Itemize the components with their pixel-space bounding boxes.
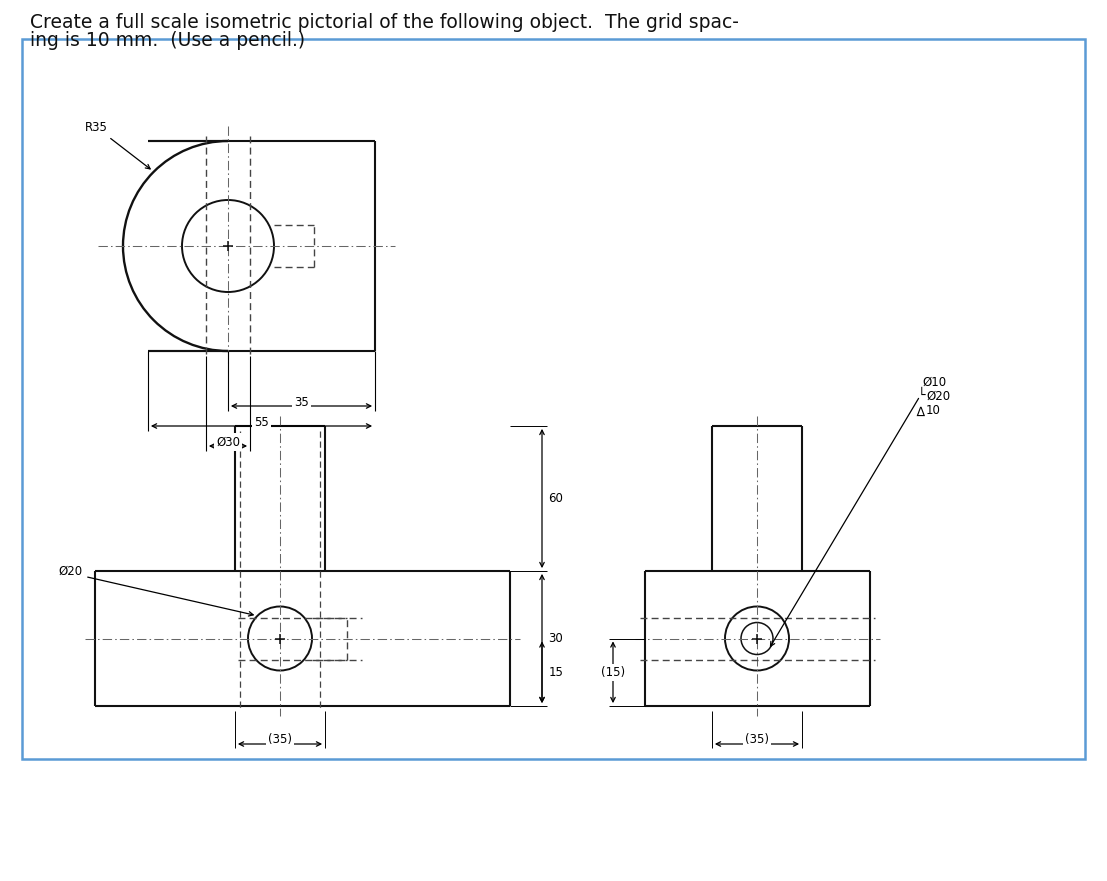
Text: Ø10: Ø10 (922, 375, 946, 389)
Text: (15): (15) (601, 666, 625, 678)
Text: 60: 60 (549, 492, 563, 505)
Text: Ø20: Ø20 (59, 565, 83, 578)
Text: └: └ (918, 389, 925, 402)
Text: 15: 15 (549, 666, 563, 678)
Text: Create a full scale isometric pictorial of the following object.  The grid spac-: Create a full scale isometric pictorial … (30, 13, 738, 32)
Text: ing is 10 mm.  (Use a pencil.): ing is 10 mm. (Use a pencil.) (30, 31, 306, 50)
Text: 10: 10 (925, 403, 941, 417)
Text: ∇: ∇ (918, 403, 927, 416)
Text: Ø30: Ø30 (216, 435, 240, 448)
Text: Ø20: Ø20 (925, 389, 950, 403)
Text: (35): (35) (745, 734, 769, 746)
FancyBboxPatch shape (22, 39, 1085, 759)
Text: 35: 35 (294, 396, 309, 409)
Text: (35): (35) (268, 734, 292, 746)
Text: R35: R35 (85, 121, 151, 169)
Text: 30: 30 (549, 632, 563, 645)
Text: 55: 55 (255, 416, 269, 428)
